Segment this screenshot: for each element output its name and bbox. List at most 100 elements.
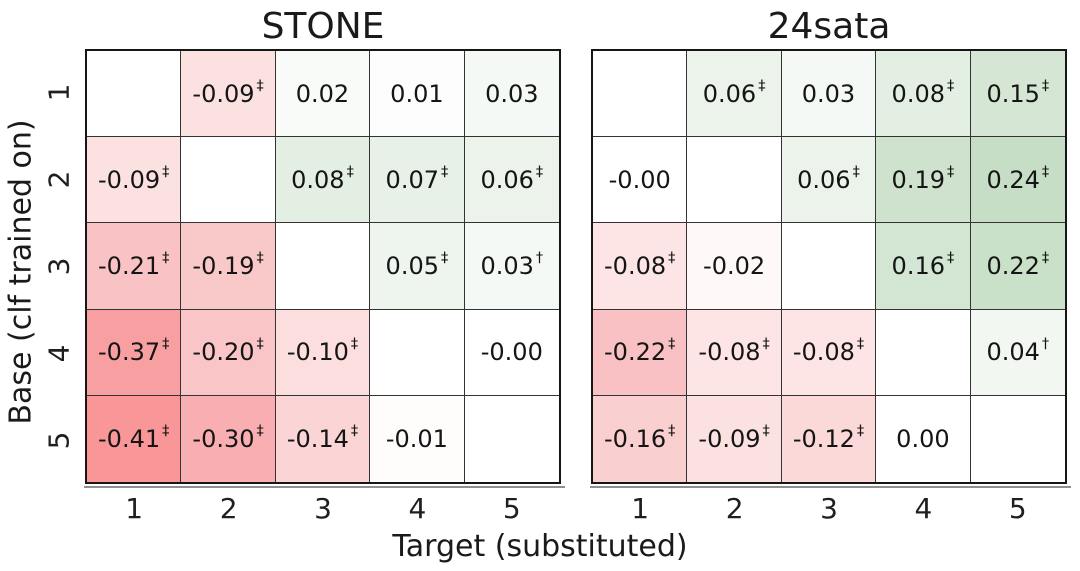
- cell-value: -0.08: [698, 338, 761, 367]
- cell-value: -0.09: [98, 165, 161, 194]
- heatmap-cell-STONE-r5c2: -0.30 ‡: [181, 395, 276, 482]
- heatmap-cell-STONE-r3c2: -0.19 ‡: [181, 223, 276, 310]
- x-axis-label: Target (substituted): [392, 529, 688, 564]
- cell-value: 0.05: [385, 251, 439, 280]
- cell-value: 0.06: [797, 165, 851, 194]
- heatmap-cell-24sata-r3c1: -0.08 ‡: [593, 223, 688, 310]
- significance-mark: ‡: [162, 249, 170, 266]
- y-tick-3: 3: [42, 257, 76, 276]
- cell-value: -0.10: [286, 338, 349, 367]
- significance-mark: ‡: [256, 422, 264, 439]
- cell-value: 0.08: [891, 79, 945, 108]
- heatmap-cell-24sata-r1c3: 0.03: [781, 51, 877, 138]
- cell-value: 0.03: [480, 251, 534, 280]
- x-tick-3: 3: [820, 492, 838, 525]
- y-tick-labels: 1 2 3 4 5: [42, 49, 76, 484]
- heatmap-cell-STONE-r3c5: 0.03 †: [464, 223, 559, 310]
- x-tick-5: 5: [1008, 492, 1027, 525]
- heatmap-cell-24sata-r3c4: 0.16 ‡: [876, 223, 971, 310]
- cell-value: 0.04: [986, 338, 1040, 367]
- significance-mark: ‡: [350, 336, 359, 353]
- heatmap-cell-STONE-r4c3: -0.10 ‡: [275, 309, 371, 396]
- significance-mark: †: [535, 249, 544, 266]
- y-tick-5: 5: [42, 431, 76, 450]
- significance-mark: ‡: [668, 249, 676, 266]
- heatmap-cell-24sata-r4c3: -0.08 ‡: [781, 309, 877, 396]
- significance-mark: ‡: [350, 422, 359, 439]
- cell-value: -0.08: [604, 251, 667, 280]
- cell-value: -0.02: [703, 251, 766, 280]
- cell-value: 0.01: [390, 79, 444, 108]
- x-tick-2: 2: [219, 492, 238, 525]
- heatmap-cell-24sata-r2c3: 0.06 ‡: [781, 137, 877, 224]
- heatmap-grid-stone: -0.09 ‡ 0.02 0.01 0.03 -0.09 ‡ 0.08 ‡ 0.07 ‡ 0.06 ‡ -…: [87, 51, 559, 482]
- heatmap-cell-STONE-r3c1: -0.21 ‡: [87, 223, 182, 310]
- x-tick-5: 5: [502, 492, 521, 525]
- significance-mark: ‡: [946, 249, 955, 266]
- heatmap-cell-STONE-r4c1: -0.37 ‡: [87, 309, 182, 396]
- significance-mark: ‡: [535, 163, 544, 180]
- x-tick-1: 1: [125, 492, 144, 525]
- significance-mark: ‡: [162, 163, 170, 180]
- heatmap-cell-STONE-r4c4: [370, 309, 465, 396]
- x-tick-labels-24sata: 1 2 3 4 5: [593, 492, 1065, 525]
- x-tick-labels-stone: 1 2 3 4 5: [87, 492, 559, 525]
- x-tick-2: 2: [725, 492, 744, 525]
- significance-mark: ‡: [256, 77, 264, 94]
- cell-value: 0.22: [986, 251, 1040, 280]
- heatmap-cell-STONE-r1c2: -0.09 ‡: [181, 51, 276, 138]
- heatmap-panel-24sata: 24sata 0.06 ‡ 0.03 0.08 ‡ 0.15 ‡ -0.00 0.06 ‡ 0.19…: [590, 6, 1071, 525]
- cell-value: 0.19: [891, 165, 945, 194]
- cell-value: -0.01: [385, 424, 448, 453]
- significance-mark: ‡: [162, 336, 170, 353]
- cell-value: 0.24: [986, 165, 1040, 194]
- heatmap-cell-STONE-r2c1: -0.09 ‡: [87, 137, 182, 224]
- cell-value: -0.00: [608, 165, 671, 194]
- cell-value: -0.19: [192, 251, 255, 280]
- heatmap-grid-24sata: 0.06 ‡ 0.03 0.08 ‡ 0.15 ‡ -0.00 0.06 ‡ 0.19 ‡ 0.24 ‡ -…: [593, 51, 1065, 482]
- significance-mark: †: [1041, 336, 1050, 353]
- cell-value: -0.12: [792, 424, 855, 453]
- cell-value: 0.06: [702, 79, 757, 108]
- heatmap-cell-STONE-r1c5: 0.03: [464, 51, 559, 138]
- heatmap-cell-24sata-r4c4: [876, 309, 971, 396]
- heatmap-cell-STONE-r4c5: -0.00: [464, 309, 559, 396]
- cell-value: -0.09: [698, 424, 761, 453]
- heatmap-cell-24sata-r5c1: -0.16 ‡: [593, 395, 688, 482]
- significance-mark: ‡: [852, 163, 860, 180]
- cell-value: 0.06: [480, 165, 534, 194]
- cell-value: 0.15: [986, 79, 1040, 108]
- cell-value: -0.14: [286, 424, 349, 453]
- cell-value: -0.21: [98, 251, 161, 280]
- y-tick-2: 2: [42, 170, 76, 189]
- cell-value: -0.09: [192, 79, 255, 108]
- heatmap-cell-24sata-r5c2: -0.09 ‡: [687, 395, 782, 482]
- cell-value: -0.30: [192, 424, 255, 453]
- cell-value: 0.03: [485, 79, 539, 108]
- cell-value: -0.41: [98, 424, 161, 453]
- significance-mark: ‡: [256, 336, 264, 353]
- cell-value: -0.20: [192, 338, 255, 367]
- heatmap-cell-STONE-r4c2: -0.20 ‡: [181, 309, 276, 396]
- cell-value: -0.00: [480, 338, 543, 367]
- y-tick-4: 4: [42, 344, 76, 363]
- panel-title-24sata: 24sata: [767, 6, 891, 47]
- heatmap-cell-STONE-r5c3: -0.14 ‡: [275, 395, 371, 482]
- cell-value: -0.08: [792, 338, 855, 367]
- significance-mark: ‡: [440, 249, 449, 266]
- significance-mark: ‡: [856, 336, 865, 353]
- heatmap-cell-24sata-r4c5: 0.04 †: [970, 309, 1065, 396]
- significance-mark: ‡: [1041, 249, 1050, 266]
- cell-value: 0.00: [896, 424, 950, 453]
- heatmap-cell-STONE-r1c4: 0.01: [370, 51, 465, 138]
- heatmap-cell-STONE-r5c5: [464, 395, 559, 482]
- significance-mark: ‡: [946, 77, 955, 94]
- significance-mark: ‡: [346, 163, 354, 180]
- y-axis-label: Base (clf trained on): [3, 119, 39, 425]
- x-tick-4: 4: [914, 492, 933, 525]
- heatmap-cell-24sata-r3c3: [781, 223, 877, 310]
- heatmap-cell-STONE-r1c3: 0.02: [275, 51, 371, 138]
- cell-value: -0.37: [98, 338, 161, 367]
- panel-title-stone: STONE: [261, 6, 385, 47]
